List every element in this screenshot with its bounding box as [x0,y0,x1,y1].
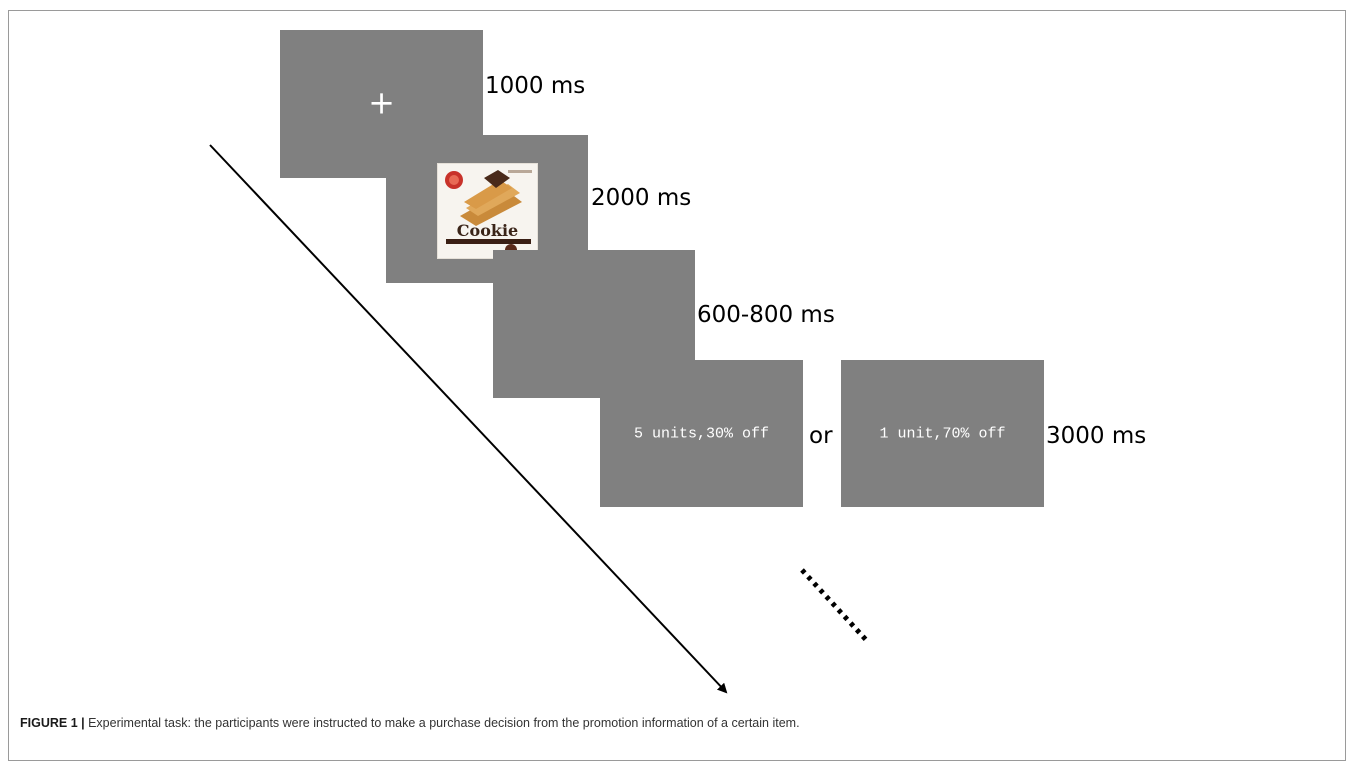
promotion-option-b-text: 1 unit,70% off [879,425,1006,442]
figure-caption: FIGURE 1 | Experimental task: the partic… [20,716,1340,730]
product-duration-label: 2000 ms [591,185,692,211]
cookie-label: Cookie [456,221,519,240]
time-arrow [209,144,728,694]
fixation-duration-label: 1000 ms [485,73,586,99]
cookie-box-graphic [438,164,537,258]
cookie-box-icon: Cookie [437,163,538,259]
promotion-option-b-screen: 1 unit,70% off [841,360,1044,507]
caption-label: FIGURE 1 | [20,716,85,730]
figure-frame [8,10,1346,761]
promotion-duration-label: 3000 ms [1046,423,1147,449]
blank-duration-label: 600-800 ms [697,302,835,328]
promotion-option-a-screen: 5 units,30% off [600,360,803,507]
fixation-cross: + [368,83,395,122]
caption-text: Experimental task: the participants were… [84,716,800,730]
promotion-option-a-text: 5 units,30% off [633,425,770,442]
or-connector: or [809,423,833,449]
continuation-dots [800,568,870,644]
